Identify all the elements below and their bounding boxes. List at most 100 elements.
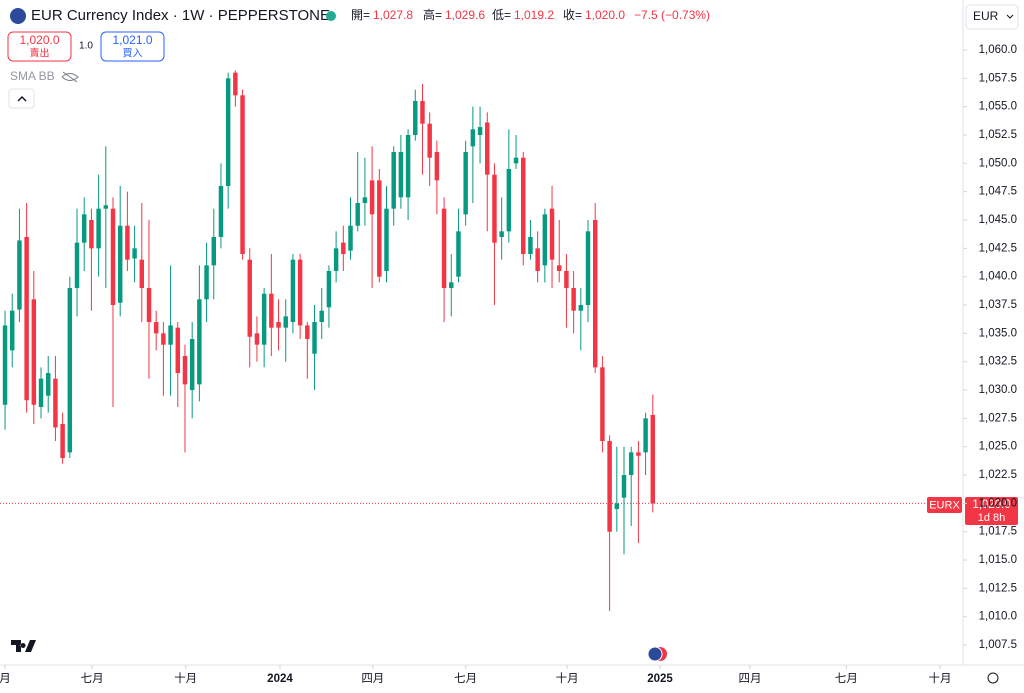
countdown: 1d 8h	[978, 512, 1006, 524]
y-tick-label: 1,060.0	[979, 44, 1017, 56]
candle-body	[326, 271, 332, 308]
candle-body	[592, 220, 598, 368]
y-tick-label: 1,017.5	[979, 526, 1017, 538]
candle-body	[10, 310, 15, 351]
y-tick-label: 1,007.5	[979, 639, 1017, 651]
candle-body	[74, 242, 80, 289]
candle-body	[269, 293, 274, 328]
candle-body	[96, 208, 101, 249]
candle-body	[276, 322, 281, 328]
candle-body	[175, 327, 181, 374]
candle-body	[355, 203, 360, 226]
ohlc-label: 低=	[492, 8, 511, 22]
status-dot	[326, 11, 336, 21]
candle-body	[650, 414, 656, 504]
collapse-icon	[17, 95, 27, 102]
x-tick-label: 十月	[174, 671, 197, 685]
candle-body	[643, 418, 648, 453]
y-tick-label: 1,027.5	[979, 412, 1017, 424]
ohlc-label: 高=	[423, 7, 442, 22]
candle-body	[398, 151, 404, 198]
y-tick-label: 1,050.0	[979, 157, 1017, 169]
candle-body	[628, 452, 634, 476]
candle-body	[197, 299, 202, 385]
symbol-title: EUR Currency Index · 1W · PEPPERSTONE	[31, 7, 330, 24]
y-tick-label: 1,055.0	[979, 101, 1017, 113]
candle-body	[600, 367, 605, 442]
candle-body	[614, 503, 620, 510]
y-tick-label: 1,047.5	[979, 186, 1017, 198]
sell-label[interactable]: 賣出	[30, 47, 50, 60]
candle-body	[607, 441, 612, 532]
candle-body	[24, 237, 29, 401]
candle-body	[621, 475, 627, 498]
buy-label[interactable]: 買入	[123, 48, 143, 60]
x-tick-label: 十月	[928, 671, 951, 685]
candle-body	[585, 231, 591, 306]
candle-body	[413, 100, 418, 135]
candle-body	[391, 151, 396, 209]
x-tick-label: 四月	[738, 673, 761, 685]
candle-body	[477, 127, 483, 135]
ohlc-value: 1,019.2	[514, 8, 554, 22]
candle-body	[319, 310, 324, 323]
candle-body	[362, 197, 368, 204]
candle-body	[81, 214, 87, 243]
x-tick-label: 十月	[556, 671, 579, 685]
x-tick-label: 月	[0, 673, 11, 685]
candle-body	[549, 208, 555, 260]
y-tick-label: 1,015.0	[979, 554, 1017, 566]
candle-body	[571, 288, 576, 311]
candle-body	[132, 248, 137, 259]
candle-body	[463, 151, 468, 215]
ohlc-label: 收=	[563, 8, 582, 22]
x-tick-label: 2024	[267, 673, 293, 685]
flag-icon	[10, 8, 26, 24]
buy-button[interactable]	[100, 31, 165, 62]
candle-body	[305, 325, 310, 340]
y-tick-label: 1,052.5	[979, 129, 1017, 141]
indicator[interactable]: SMA BB	[10, 69, 55, 83]
candle-body	[535, 248, 540, 272]
candle-body	[2, 325, 8, 405]
tv-logo	[11, 640, 36, 652]
candle-body	[110, 208, 116, 306]
candle-body	[153, 322, 159, 334]
candle-body	[182, 356, 188, 385]
currency[interactable]: EUR	[973, 9, 999, 23]
candle-body	[233, 72, 238, 96]
candle-body	[528, 237, 533, 255]
y-tick-label: 1,020.0	[979, 497, 1017, 509]
candle-body	[521, 157, 526, 255]
candle-body	[348, 225, 353, 251]
price-tag-text: 1,020.0	[972, 499, 1010, 511]
candle-body	[485, 122, 490, 175]
buy-price[interactable]: 1,021.0	[112, 33, 152, 47]
candle-body	[499, 231, 504, 238]
ohlc-value: 1,029.6	[445, 8, 485, 22]
candle-body	[103, 205, 109, 209]
candle-body	[492, 174, 497, 243]
candle-body	[369, 180, 375, 215]
currency-button[interactable]	[965, 4, 1019, 30]
event-icon[interactable]	[647, 646, 663, 662]
candle-body	[449, 282, 454, 289]
candle-body	[247, 259, 252, 337]
candle-body	[189, 339, 195, 391]
sell-button[interactable]	[7, 31, 72, 62]
candle-body	[470, 129, 476, 147]
settings-icon[interactable]	[987, 672, 999, 684]
candle-body	[204, 265, 209, 300]
candle-body	[38, 378, 44, 408]
sell-price[interactable]: 1,020.0	[19, 33, 59, 47]
candle-body	[556, 265, 562, 272]
candle-body	[89, 220, 94, 249]
hide-icon[interactable]	[61, 71, 79, 83]
y-tick-label: 1,025.0	[979, 441, 1017, 453]
candle-body	[456, 231, 461, 277]
candle-body	[45, 373, 51, 396]
ohlc-label: 開=	[351, 8, 370, 22]
change: −7.5 (−0.73%)	[634, 8, 710, 22]
candle-body	[240, 95, 245, 255]
